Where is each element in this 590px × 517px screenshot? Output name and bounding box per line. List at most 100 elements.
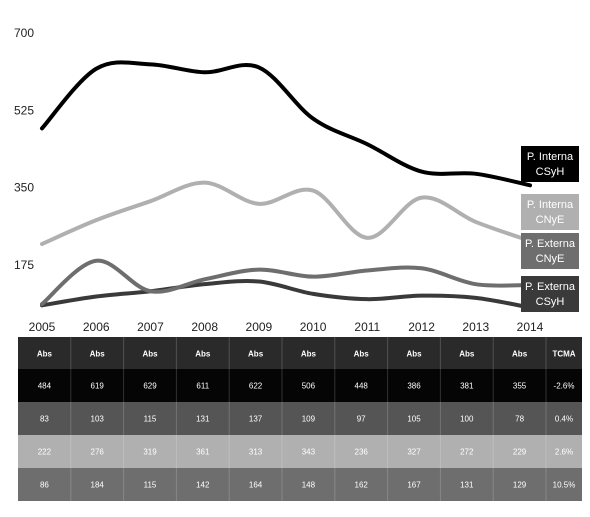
table-header-cell: Abs <box>354 350 370 359</box>
table-row: 484 619 629 611 622 506 448 386 381 355 -2.6% <box>18 369 582 402</box>
table-cell: 313 <box>249 448 263 457</box>
x-tick-label: 2012 <box>408 320 435 334</box>
table-cell: 619 <box>91 382 105 391</box>
y-tick-label: 525 <box>14 103 34 117</box>
x-tick-label: 2014 <box>517 320 544 334</box>
series-label-text: CNyE <box>536 253 565 265</box>
series-line <box>40 258 532 307</box>
y-tick-label: 350 <box>14 181 34 195</box>
table-cell: 361 <box>196 448 210 457</box>
table-cell: 229 <box>513 448 527 457</box>
table-row-background <box>18 435 582 468</box>
table-row: 86 184 115 142 164 148 162 167 131 129 10.5% <box>18 468 582 501</box>
table-cell: 448 <box>355 382 369 391</box>
table-cell: 100 <box>460 415 474 424</box>
table-cell: 629 <box>143 382 157 391</box>
table-header-cell: Abs <box>301 350 317 359</box>
series-label: P. Externa CNyE <box>521 233 579 269</box>
series-label-text: P. Externa <box>525 238 576 250</box>
x-tick-label: 2013 <box>462 320 489 334</box>
series-label-box <box>521 276 579 312</box>
x-tick-label: 2010 <box>300 320 327 334</box>
x-tick-label: 2005 <box>29 320 56 334</box>
x-tick-label: 2011 <box>354 320 380 334</box>
series-label-text: CNyE <box>536 214 565 226</box>
table-row-background <box>18 369 582 402</box>
table-cell: 109 <box>302 415 316 424</box>
table-cell: 97 <box>357 415 366 424</box>
x-tick-label: 2007 <box>137 320 164 334</box>
table-row: 83 103 115 131 137 109 97 105 100 78 0.4% <box>18 402 582 435</box>
table-cell: 103 <box>91 415 105 424</box>
table-cell: 162 <box>355 481 369 490</box>
table-header-cell: Abs <box>90 350 106 359</box>
table-cell: 355 <box>513 382 527 391</box>
table-cell: 506 <box>302 382 316 391</box>
table-cell: 131 <box>460 481 474 490</box>
x-tick-label: 2006 <box>83 320 110 334</box>
table-header-cell: Abs <box>459 350 475 359</box>
table-header-cell: Abs <box>512 350 528 359</box>
y-tick-label: 700 <box>14 26 34 40</box>
table-cell: 142 <box>196 481 210 490</box>
table-header-row: Abs Abs Abs Abs Abs Abs Abs Abs Abs Abs TCMA <box>18 337 582 370</box>
table-header-cell: Abs <box>248 350 264 359</box>
table-cell: 622 <box>249 382 263 391</box>
x-tick-label: 2009 <box>246 320 273 334</box>
series-label-box <box>521 194 579 230</box>
table-header-cell: Abs <box>142 350 158 359</box>
series-label: P. Interna CNyE <box>521 194 579 230</box>
table-cell: 83 <box>40 415 49 424</box>
table-cell: 611 <box>196 382 209 391</box>
series-label-box <box>521 233 579 269</box>
table-cell: 10.5% <box>553 481 576 490</box>
table-header-cell: TCMA <box>552 350 575 359</box>
table-cell: 236 <box>355 448 369 457</box>
table-cell: 2.6% <box>555 448 573 457</box>
table-header-cell: Abs <box>406 350 422 359</box>
table-row-background <box>18 402 582 435</box>
table-cell: 115 <box>144 481 157 490</box>
table-header-cell: Abs <box>37 350 53 359</box>
table-cell: 343 <box>302 448 316 457</box>
series-label-text: P. Interna <box>527 199 574 211</box>
table-cell: 86 <box>40 481 49 490</box>
table-cell: -2.6% <box>554 382 575 391</box>
table-cell: 105 <box>407 415 421 424</box>
table-row-background <box>18 468 582 501</box>
series-label-text: P. Externa <box>525 281 576 293</box>
table-cell: 272 <box>460 448 474 457</box>
table-row: 222 276 319 361 313 343 236 327 272 229 2.6% <box>18 435 582 468</box>
table-cell: 484 <box>38 382 52 391</box>
x-axis-ticks: 2005 2006 2007 2008 2009 2010 2011 2012 2013 2014 <box>29 320 544 334</box>
table-cell: 148 <box>302 481 316 490</box>
table-cell: 319 <box>143 448 157 457</box>
series-label: P. Externa CSyH <box>521 276 579 312</box>
table-cell: 78 <box>515 415 524 424</box>
y-tick-label: 175 <box>14 258 34 272</box>
table-cell: 381 <box>460 382 474 391</box>
table-row-background <box>18 337 582 370</box>
series-label-text: CSyH <box>536 296 565 308</box>
x-tick-label: 2008 <box>191 320 218 334</box>
table-cell: 276 <box>91 448 105 457</box>
series-labels: P. Interna CSyH P. Interna CNyE P. Externa CN… <box>521 146 579 312</box>
table-cell: 164 <box>249 481 263 490</box>
table-cell: 386 <box>407 382 421 391</box>
series-line <box>40 180 532 247</box>
table-cell: 137 <box>249 415 263 424</box>
series-label-box <box>521 146 579 182</box>
y-axis-ticks: 700 525 350 175 <box>14 26 34 272</box>
table-cell: 129 <box>513 481 527 490</box>
series-label-text: CSyH <box>536 166 565 178</box>
table-cell: 184 <box>91 481 105 490</box>
table-header-cell: Abs <box>195 350 211 359</box>
series-line <box>40 279 532 310</box>
series-label: P. Interna CSyH <box>521 146 579 182</box>
table-cell: 167 <box>407 481 421 490</box>
data-table: Abs Abs Abs Abs Abs Abs Abs Abs Abs Abs TCMA 484 619… <box>18 337 582 501</box>
table-cell: 115 <box>144 415 157 424</box>
table-cell: 131 <box>196 415 210 424</box>
table-cell: 327 <box>407 448 421 457</box>
